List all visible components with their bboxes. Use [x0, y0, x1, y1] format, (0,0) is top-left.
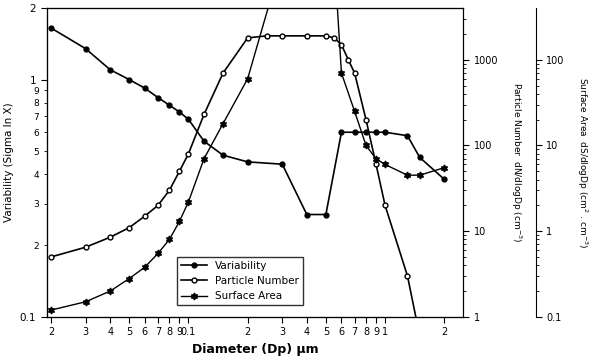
Variability: [126, 77, 133, 82]
Particle Number: [338, 42, 345, 47]
Surface Area: [185, 200, 192, 204]
X-axis label: Diameter (Dp) μm: Diameter (Dp) μm: [192, 343, 318, 356]
Surface Area: [141, 265, 148, 269]
Particle Number: [141, 214, 148, 218]
Particle Number: [345, 58, 352, 62]
Particle Number: [166, 188, 173, 193]
Particle Number: [185, 152, 192, 156]
Variability: [279, 162, 286, 166]
Surface Area: [200, 157, 207, 161]
Variability: [107, 68, 114, 72]
Particle Number: [330, 36, 337, 40]
Particle Number: [279, 34, 286, 38]
Surface Area: [351, 109, 358, 113]
Variability: [244, 160, 251, 164]
Line: Surface Area: Surface Area: [48, 0, 448, 314]
Variability: [82, 46, 89, 51]
Particle Number: [107, 235, 114, 239]
Variability: [381, 130, 388, 134]
Variability: [416, 155, 424, 159]
Variability: [362, 130, 369, 134]
Y-axis label: Particle Number  dN/dlogDp (cm$^{-3}$): Particle Number dN/dlogDp (cm$^{-3}$): [509, 82, 524, 243]
Surface Area: [126, 276, 133, 281]
Particle Number: [263, 34, 270, 38]
Variability: [338, 130, 345, 134]
Line: Variability: Variability: [49, 26, 447, 217]
Surface Area: [372, 157, 380, 161]
Particle Number: [323, 34, 330, 38]
Surface Area: [166, 237, 173, 242]
Variability: [351, 130, 358, 134]
Variability: [141, 86, 148, 90]
Legend: Variability, Particle Number, Surface Area: Variability, Particle Number, Surface Ar…: [177, 257, 304, 306]
Particle Number: [154, 203, 162, 207]
Variability: [185, 117, 192, 121]
Variability: [154, 95, 162, 100]
Surface Area: [416, 173, 424, 177]
Particle Number: [372, 162, 380, 167]
Variability: [48, 26, 55, 30]
Particle Number: [351, 71, 358, 75]
Particle Number: [362, 117, 369, 122]
Variability: [404, 134, 411, 138]
Surface Area: [381, 162, 388, 167]
Surface Area: [338, 71, 345, 75]
Variability: [220, 153, 227, 157]
Line: Particle Number: Particle Number: [49, 33, 447, 360]
Variability: [323, 212, 330, 217]
Particle Number: [82, 245, 89, 249]
Particle Number: [416, 334, 424, 338]
Surface Area: [362, 143, 369, 148]
Particle Number: [48, 255, 55, 259]
Variability: [166, 103, 173, 107]
Y-axis label: Surface Area  dS/dlogDp (cm$^{2}$ . cm$^{-3}$): Surface Area dS/dlogDp (cm$^{2}$ . cm$^{…: [576, 77, 590, 248]
Surface Area: [48, 308, 55, 312]
Particle Number: [244, 36, 251, 40]
Variability: [200, 139, 207, 143]
Surface Area: [220, 121, 227, 126]
Variability: [372, 130, 380, 134]
Variability: [441, 177, 448, 181]
Surface Area: [244, 77, 251, 81]
Variability: [176, 110, 183, 114]
Surface Area: [441, 166, 448, 170]
Particle Number: [304, 34, 311, 38]
Particle Number: [176, 169, 183, 174]
Particle Number: [381, 203, 388, 207]
Surface Area: [107, 289, 114, 293]
Variability: [304, 212, 311, 217]
Particle Number: [404, 274, 411, 278]
Particle Number: [126, 225, 133, 230]
Surface Area: [154, 251, 162, 256]
Surface Area: [82, 300, 89, 304]
Particle Number: [220, 71, 227, 75]
Particle Number: [200, 112, 207, 117]
Surface Area: [404, 173, 411, 177]
Y-axis label: Variability (Sigma ln X): Variability (Sigma ln X): [4, 103, 14, 222]
Surface Area: [176, 219, 183, 224]
